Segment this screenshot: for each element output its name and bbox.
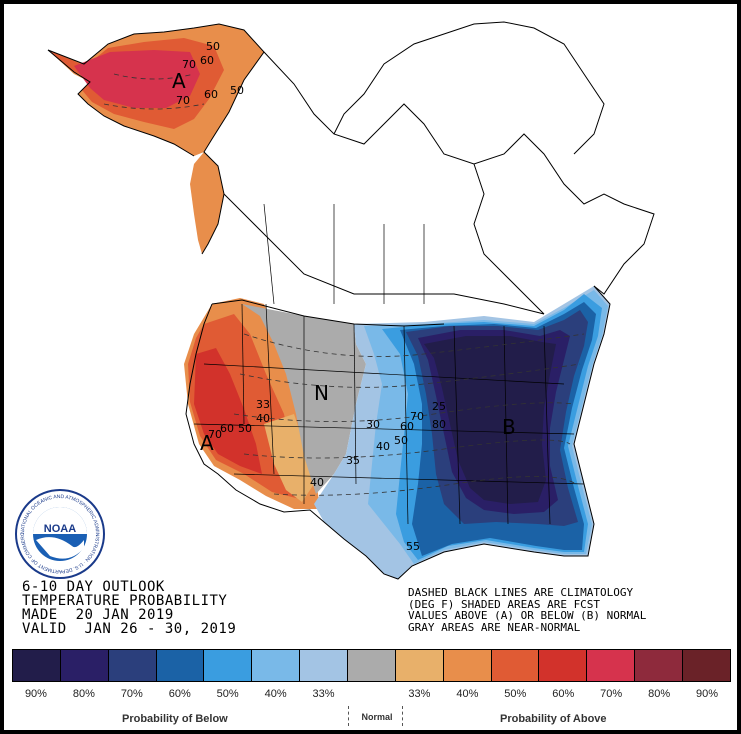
contour-labels: 50 60 70 60 50 70 33 40 50 60 70 40 30 3…	[176, 40, 446, 553]
contour-label: 35	[346, 454, 360, 467]
legend-swatch	[443, 650, 492, 681]
legend-percent-label: 60%	[552, 688, 575, 700]
legend-percent-label: 60%	[168, 688, 191, 700]
legend-percent-label: 33%	[312, 688, 335, 700]
west-category-label: A	[200, 431, 214, 455]
legend-percent-label: 33%	[408, 688, 431, 700]
contour-label: 60	[200, 54, 214, 67]
contour-label: 55	[406, 540, 420, 553]
central-category-label: N	[314, 381, 329, 405]
legend-percent-label: 80%	[72, 688, 95, 700]
outlook-map: A A N B 50 60 70 60 50 70 33 40 50 60 70…	[47, 21, 655, 580]
legend-swatch	[587, 650, 636, 681]
below-normal-shading	[314, 286, 610, 579]
contour-label: 60	[400, 420, 414, 433]
legend-percent-label: 90%	[24, 688, 47, 700]
legend-percent-label: 90%	[696, 688, 719, 700]
noaa-logo: NATIONAL OCEANIC AND ATMOSPHERIC ADMINIS…	[14, 488, 105, 579]
above-caption: Probability of Above	[500, 713, 607, 725]
normal-caption: Normal	[361, 712, 393, 722]
legend-swatch	[491, 650, 540, 681]
east-category-label: B	[502, 415, 516, 439]
climatology-lines	[103, 73, 585, 496]
title-line: TEMPERATURE PROBABILITY	[22, 593, 228, 609]
legend-swatch	[348, 650, 396, 681]
contour-label: 70	[208, 428, 222, 441]
legend-swatch	[204, 650, 253, 681]
contour-label: 60	[204, 88, 218, 101]
title-line: 6-10 DAY OUTLOOK	[22, 579, 165, 595]
contour-label: 70	[410, 410, 424, 423]
below-caption: Probability of Below	[122, 713, 228, 725]
state-borders	[193, 203, 585, 525]
legend-percent-label: 70%	[600, 688, 623, 700]
legend-percent-label: 40%	[456, 688, 479, 700]
contour-label: 50	[230, 84, 244, 97]
note-line: GRAY AREAS ARE NEAR-NORMAL	[408, 620, 581, 634]
legend-bar	[12, 649, 731, 682]
legend-percent-label: 50%	[504, 688, 527, 700]
contour-label: 30	[366, 418, 380, 431]
legend-swatch	[60, 650, 109, 681]
title-line: MADE 20 JAN 2019	[22, 607, 174, 623]
legend-swatch	[539, 650, 588, 681]
outlook-title: 6-10 DAY OUTLOOK TEMPERATURE PROBABILITY…	[22, 580, 236, 636]
contour-label: 25	[432, 400, 446, 413]
note-line: DASHED BLACK LINES ARE CLIMATOLOGY	[408, 586, 634, 599]
coastlines	[47, 21, 655, 580]
contour-label: 70	[182, 58, 196, 71]
contour-label: 40	[376, 440, 390, 453]
alaska-shading	[48, 24, 264, 254]
legend-swatch	[252, 650, 301, 681]
contour-label: 50	[238, 422, 252, 435]
contour-label: 60	[220, 422, 234, 435]
legend-swatch	[108, 650, 157, 681]
legend-swatch	[683, 650, 730, 681]
legend-percent-label: 70%	[120, 688, 143, 700]
contour-label: 50	[206, 40, 220, 53]
title-line: VALID JAN 26 - 30, 2019	[22, 621, 237, 637]
legend-swatch	[395, 650, 444, 681]
note-line: (DEG F) SHADED AREAS ARE FCST	[408, 597, 601, 611]
normal-divider-right	[402, 706, 404, 726]
legend-swatch	[13, 650, 61, 681]
legend-percent-label: 50%	[216, 688, 239, 700]
contour-label: 70	[176, 94, 190, 107]
contour-label: 80	[432, 418, 446, 431]
map-note: DASHED BLACK LINES ARE CLIMATOLOGY (DEG …	[408, 587, 646, 633]
contour-label: 33	[256, 398, 270, 411]
legend-swatch	[300, 650, 349, 681]
logo-text: NOAA	[44, 523, 76, 535]
contour-label: 40	[310, 476, 324, 489]
legend-swatch	[635, 650, 684, 681]
legend-percent-label: 80%	[648, 688, 671, 700]
normal-divider-left	[348, 706, 350, 726]
contour-label: 40	[256, 412, 270, 425]
contour-label: 50	[394, 434, 408, 447]
note-line: VALUES ABOVE (A) OR BELOW (B) NORMAL	[408, 609, 647, 622]
legend-percent-label: 40%	[264, 688, 287, 700]
outlook-frame: A A N B 50 60 70 60 50 70 33 40 50 60 70…	[4, 4, 737, 730]
alaska-category-label: A	[172, 69, 186, 93]
legend-swatch	[156, 650, 205, 681]
